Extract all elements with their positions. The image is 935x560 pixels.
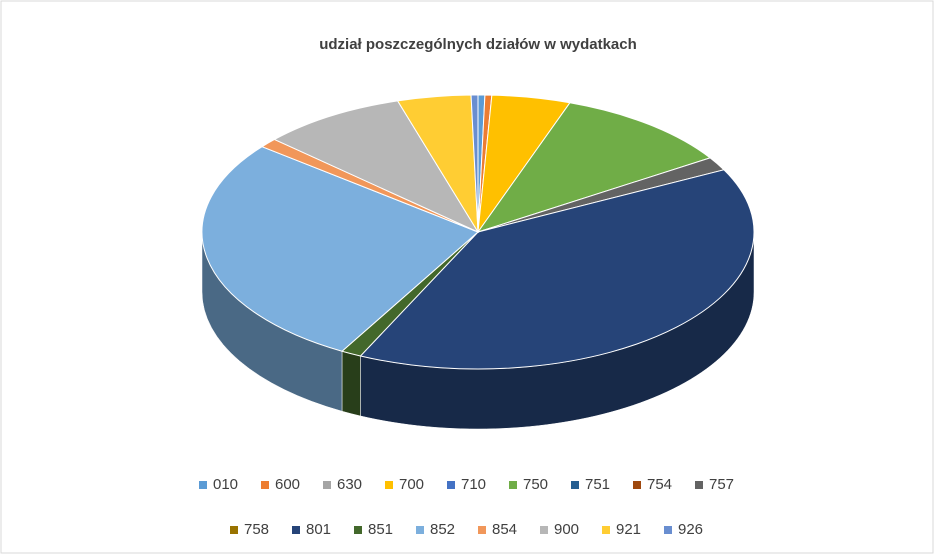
legend-swatch xyxy=(602,526,610,534)
legend-label: 751 xyxy=(585,476,610,493)
legend-swatch xyxy=(292,526,300,534)
legend-swatch xyxy=(447,481,455,489)
legend-label: 926 xyxy=(678,521,703,538)
slice xyxy=(476,102,712,233)
legend-label: 854 xyxy=(492,521,517,538)
chart-title: udział poszczególnych działów w wydatkac… xyxy=(319,36,637,53)
legend-swatch xyxy=(323,481,331,489)
legend-swatch xyxy=(261,481,269,489)
legend-label: 754 xyxy=(647,476,672,493)
legend-swatch xyxy=(664,526,672,534)
slice xyxy=(201,146,479,352)
legend-label: 921 xyxy=(616,521,641,538)
legend-swatch xyxy=(540,526,548,534)
legend-label: 852 xyxy=(430,521,455,538)
slice xyxy=(470,94,479,233)
legend-label: 700 xyxy=(399,476,424,493)
legend-label: 801 xyxy=(306,521,331,538)
legend-label: 010 xyxy=(213,476,238,493)
legend-swatch xyxy=(354,526,362,534)
legend-label: 851 xyxy=(368,521,393,538)
legend-label: 710 xyxy=(461,476,486,493)
legend-swatch xyxy=(416,526,424,534)
legend-swatch xyxy=(478,526,486,534)
legend-swatch xyxy=(571,481,579,489)
legend-swatch xyxy=(385,481,393,489)
legend-label: 757 xyxy=(709,476,734,493)
legend-label: 900 xyxy=(554,521,579,538)
legend-swatch xyxy=(199,481,207,489)
slice xyxy=(359,169,755,370)
legend-swatch xyxy=(695,481,703,489)
legend-label: 630 xyxy=(337,476,362,493)
legend-swatch xyxy=(230,526,238,534)
legend-label: 600 xyxy=(275,476,300,493)
legend-swatch xyxy=(633,481,641,489)
legend-swatch xyxy=(509,481,517,489)
legend-label: 750 xyxy=(523,476,548,493)
slice xyxy=(273,100,480,234)
slice-side xyxy=(341,350,361,417)
legend-label: 758 xyxy=(244,521,269,538)
